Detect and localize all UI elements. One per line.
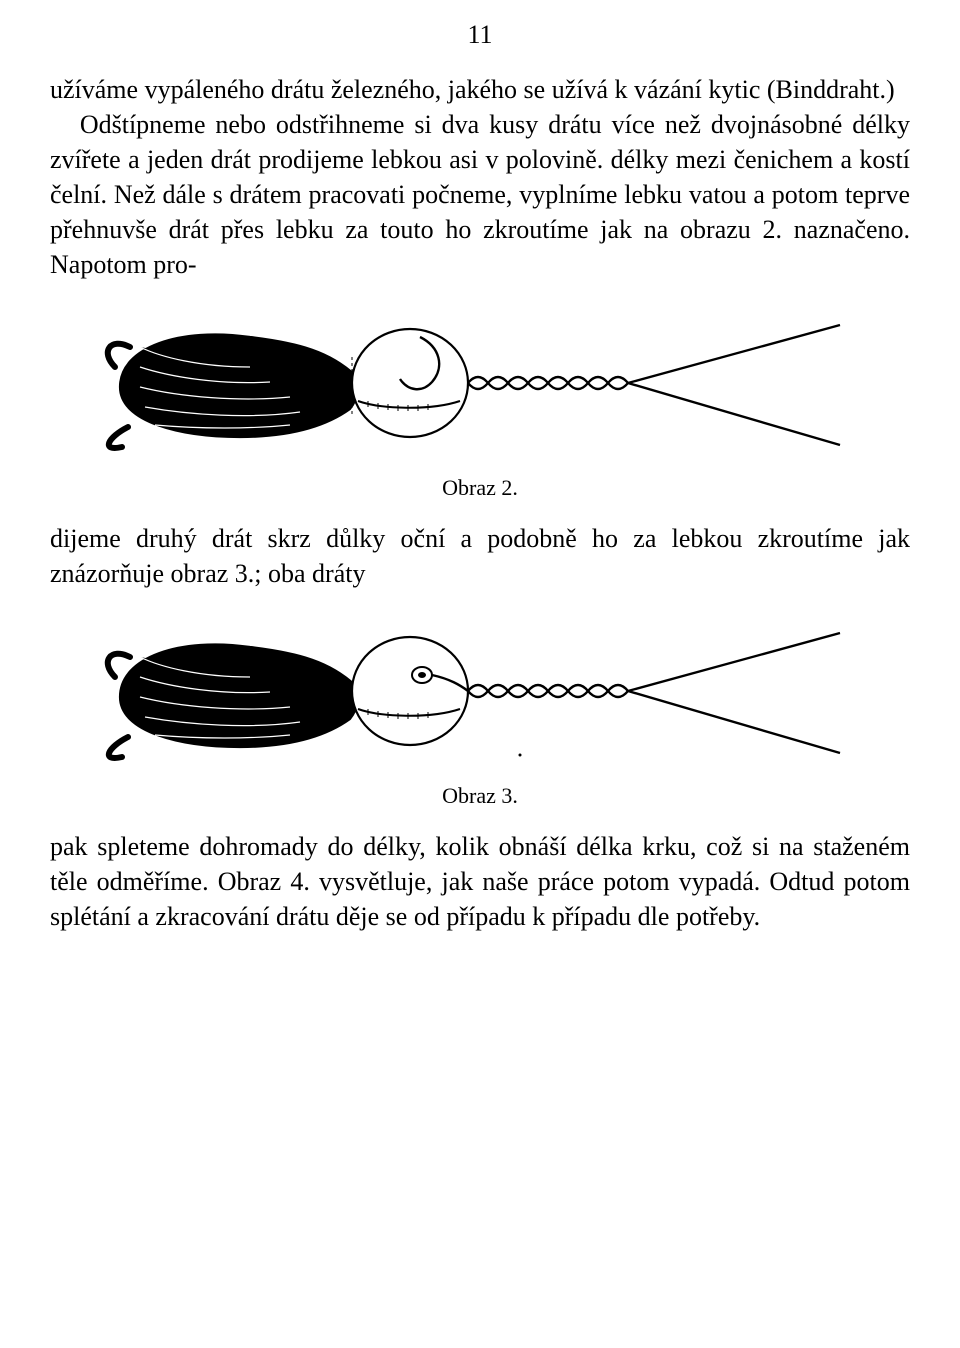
fur-mass — [108, 334, 358, 448]
figure-3-caption: Obraz 3. — [50, 783, 910, 809]
twisted-wire — [468, 685, 628, 697]
paragraph-3: pak spleteme dohromady do délky, kolik o… — [50, 829, 910, 934]
paragraph-1: užíváme vypáleného drátu železného, jaké… — [50, 72, 910, 283]
paragraph-2: dijeme druhý drát skrz důlky oční a podo… — [50, 521, 910, 591]
skull — [352, 329, 468, 437]
wire-ends — [628, 325, 840, 445]
wire-ends — [628, 633, 840, 753]
page: 11 užíváme vypáleného drátu železného, j… — [0, 0, 960, 1348]
figure-2-svg — [100, 297, 860, 467]
twisted-wire — [468, 377, 628, 389]
dot — [519, 753, 522, 756]
fur-mass — [108, 644, 358, 758]
skull — [352, 637, 468, 745]
page-number: 11 — [50, 20, 910, 50]
figure-2-caption: Obraz 2. — [50, 475, 910, 501]
figure-3 — [50, 605, 910, 775]
figure-3-svg — [100, 605, 860, 775]
figure-2 — [50, 297, 910, 467]
